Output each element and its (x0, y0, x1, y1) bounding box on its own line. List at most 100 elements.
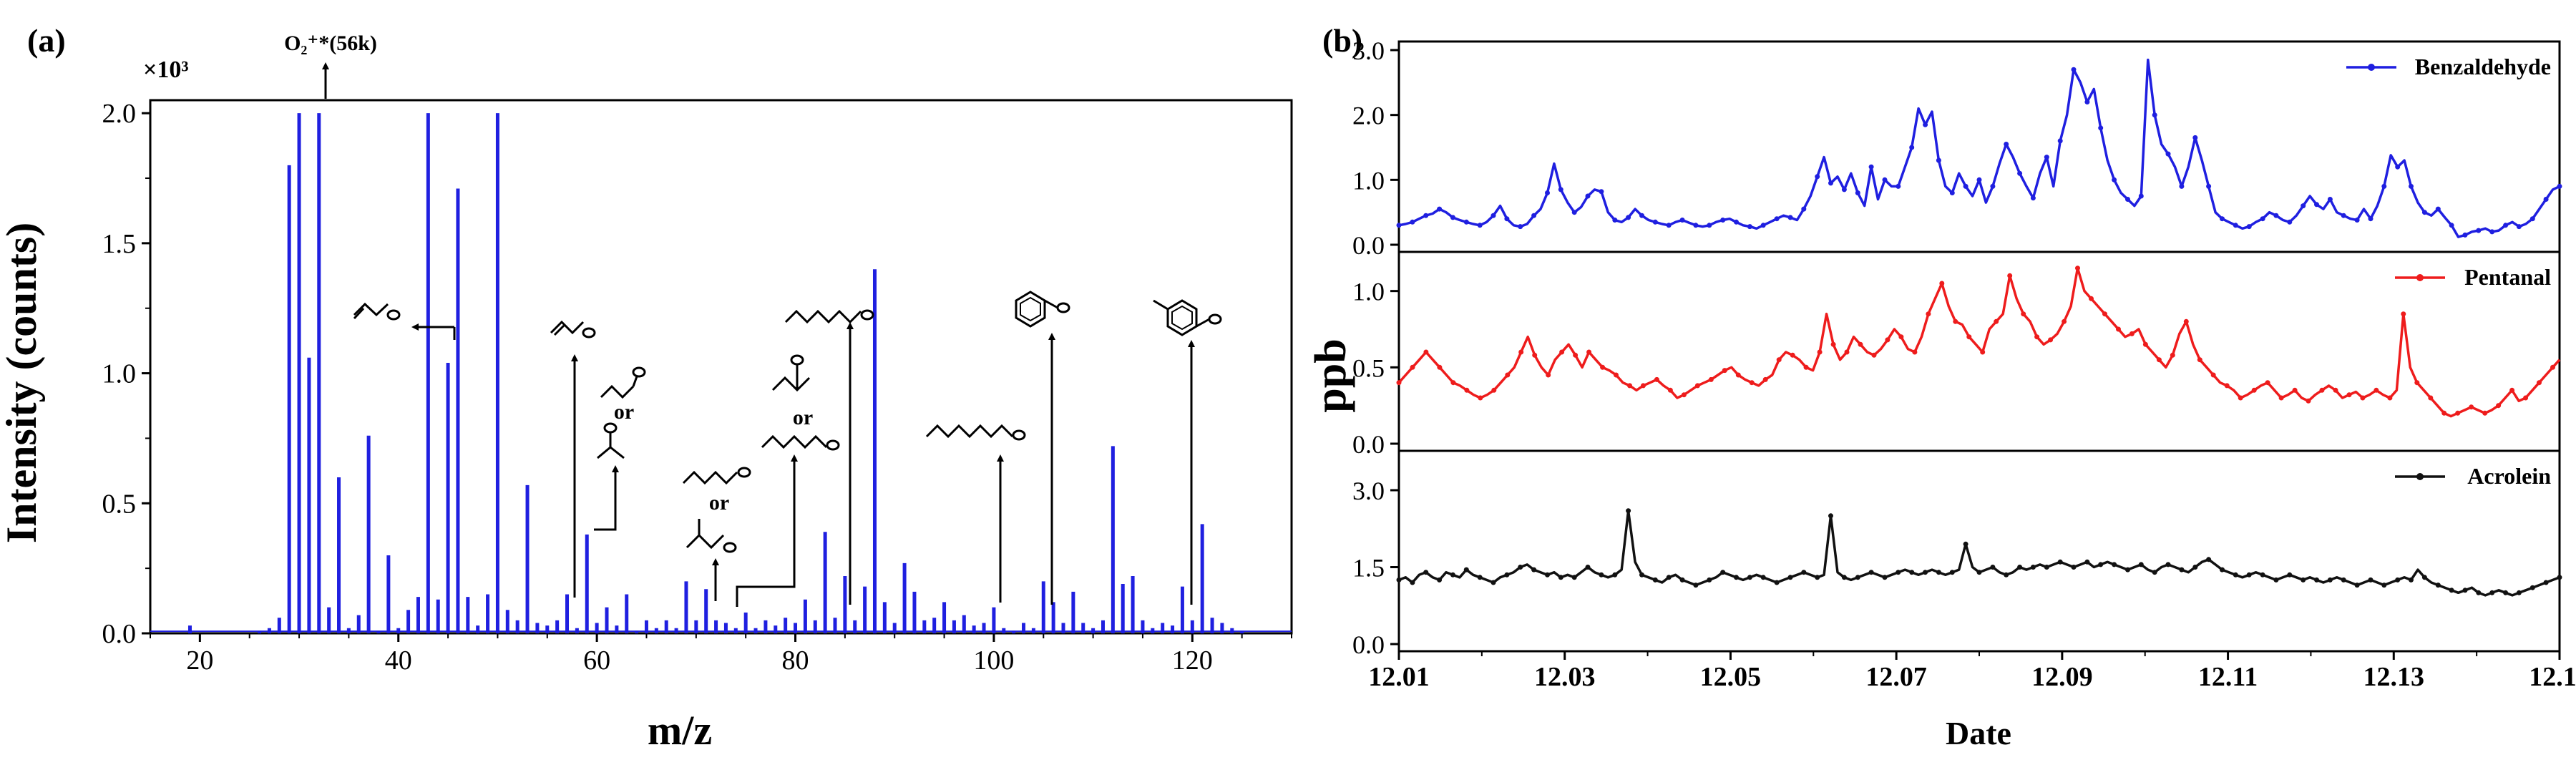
series-marker (2368, 216, 2373, 222)
mz73-arrow (736, 454, 798, 607)
series-marker (2537, 380, 2542, 386)
series-marker (2021, 311, 2026, 317)
y-tick-label-b: 2.0 (1352, 102, 1385, 130)
y-tick-label-a: 0.0 (102, 619, 137, 649)
series-marker (1491, 213, 1496, 218)
series-marker (1571, 575, 1577, 580)
x-tick-label-b: 12.01 (1368, 662, 1430, 692)
series-marker (2341, 213, 2346, 218)
series-marker (1868, 570, 1874, 575)
butenal-structure-icon (550, 320, 596, 338)
x-tick-label-b: 12.13 (2363, 662, 2425, 692)
series-marker (2421, 210, 2427, 215)
series-marker (2098, 125, 2104, 131)
series-marker (1909, 570, 1915, 575)
series-marker (1463, 567, 1469, 573)
series-marker (1720, 570, 1726, 575)
series-marker (1652, 577, 1658, 583)
series-marker (2278, 395, 2284, 401)
series-marker (2246, 572, 2252, 578)
series-marker (1626, 215, 1631, 220)
series-marker (1437, 206, 1443, 212)
series-marker (1693, 223, 1699, 228)
y-multiplier-label: ×10³ (143, 57, 189, 83)
o2-peak-label: O₂⁺*(56k) (284, 31, 377, 55)
series-marker (2044, 565, 2049, 570)
series-marker (2071, 565, 2077, 570)
series-marker (1734, 575, 1739, 580)
series-marker (2319, 387, 2325, 393)
y-tick-label-b: 0.5 (1352, 354, 1385, 382)
series-marker (2084, 99, 2090, 104)
series-marker (2301, 203, 2306, 209)
series-marker (1963, 183, 1968, 189)
series-marker (2496, 403, 2502, 409)
series-marker (1787, 215, 1793, 220)
series-marker (2112, 177, 2117, 182)
x-tick-label-b: 12.07 (1865, 662, 1927, 692)
series-marker (1707, 223, 1712, 228)
series-marker (2084, 559, 2090, 565)
series-marker (1936, 570, 1941, 575)
series-marker (2125, 197, 2130, 202)
series-marker (1666, 223, 1672, 228)
x-tick-label-b: 12.11 (2198, 662, 2258, 692)
series-marker (2265, 380, 2270, 386)
series-marker (2543, 580, 2549, 585)
series-marker (1477, 575, 1483, 580)
series-marker (2435, 206, 2441, 212)
series-marker (1909, 145, 1915, 150)
series-marker (2233, 572, 2238, 578)
series-marker (1693, 583, 1699, 588)
series-marker (1830, 341, 1836, 347)
series-marker (2381, 183, 2387, 189)
legend-marker (2416, 473, 2424, 480)
series-marker (1585, 565, 1591, 570)
x-axis-title-b: Date (1946, 715, 2011, 751)
series-marker (2360, 395, 2366, 401)
series-marker (2489, 229, 2495, 235)
series-marker (2409, 183, 2414, 189)
x-tick-label-a: 120 (1172, 645, 1213, 676)
legend-label-pentanal: Pentanal (2464, 264, 2551, 290)
series-marker (2246, 224, 2252, 230)
series-marker (2152, 570, 2157, 575)
series-marker (1776, 357, 1782, 363)
butanone-structure-icon (771, 354, 811, 392)
panel-b-plots: 0.0 1.0 2.0 3.0 Benzaldehyde 0.0 0.5 1.0 Pentana… (1352, 36, 2576, 692)
series-marker (2260, 216, 2265, 222)
series-marker (1545, 572, 1550, 578)
series-marker (1652, 219, 1658, 225)
series-marker (1531, 567, 1537, 573)
series-marker (2354, 583, 2360, 588)
series-marker (2373, 387, 2379, 393)
series-marker (1990, 183, 1996, 189)
series-marker (1410, 580, 1415, 585)
series-marker (2428, 395, 2434, 401)
heptanal-structure-icon (925, 424, 1026, 441)
series-marker (2034, 334, 2040, 340)
series-marker (2516, 224, 2522, 230)
y-axis-title-b: ppb (1307, 338, 1355, 412)
series-marker (1760, 575, 1766, 580)
series-marker (1531, 213, 1537, 218)
tolualdehyde-structure-icon (1153, 299, 1222, 336)
series-marker (1423, 213, 1429, 218)
series-marker (2462, 588, 2468, 593)
series-marker (1735, 372, 1741, 378)
series-marker (1586, 349, 1592, 355)
series-marker (2509, 387, 2515, 393)
series-marker (1949, 570, 1955, 575)
pentanal-structure-icon (761, 434, 840, 451)
or-label-3: or (793, 406, 813, 429)
series-marker (1423, 570, 1429, 575)
series-marker (2030, 195, 2036, 201)
series-marker (1923, 570, 1928, 575)
x-tick-label-b: 12.09 (2031, 662, 2093, 692)
plot-frame-a (149, 99, 1293, 635)
series-marker (2441, 410, 2447, 416)
series-marker (2401, 311, 2406, 317)
x-axis-title: m/z (648, 707, 712, 754)
series-marker (2044, 155, 2049, 160)
series-marker (1627, 383, 1632, 389)
